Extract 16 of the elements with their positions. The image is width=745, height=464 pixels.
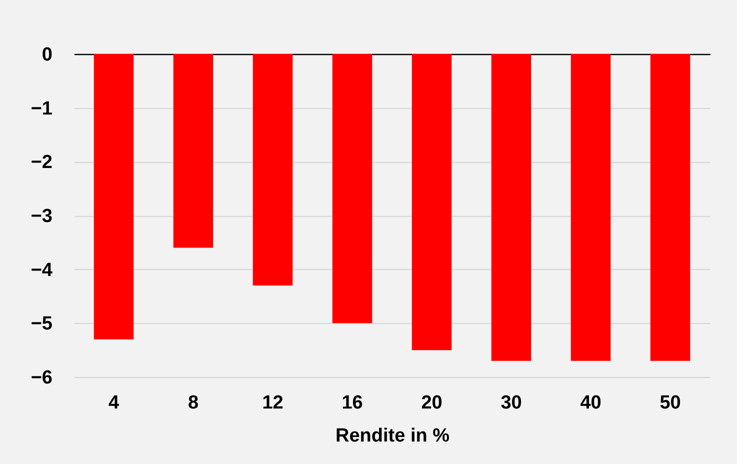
y-tick-label: −5 bbox=[30, 314, 53, 335]
x-tick-label: 50 bbox=[660, 392, 681, 414]
x-tick-label: 30 bbox=[500, 392, 522, 414]
y-tick-label: −3 bbox=[30, 206, 52, 227]
y-tick-label: −6 bbox=[30, 368, 52, 388]
x-tick-label: 16 bbox=[342, 392, 363, 414]
y-tick-label: −1 bbox=[30, 98, 53, 120]
y-tick-label: 0 bbox=[42, 44, 52, 66]
y-tick-label: −4 bbox=[30, 260, 53, 281]
y-tick-label: −2 bbox=[30, 152, 52, 174]
x-tick-label: 8 bbox=[188, 392, 199, 414]
x-tick-label: 40 bbox=[580, 392, 602, 414]
x-tick-label: 20 bbox=[421, 392, 442, 414]
x-axis-title: Rendite in % bbox=[335, 426, 450, 446]
x-tick-label: 4 bbox=[108, 392, 120, 414]
x-tick-label: 12 bbox=[262, 392, 284, 414]
